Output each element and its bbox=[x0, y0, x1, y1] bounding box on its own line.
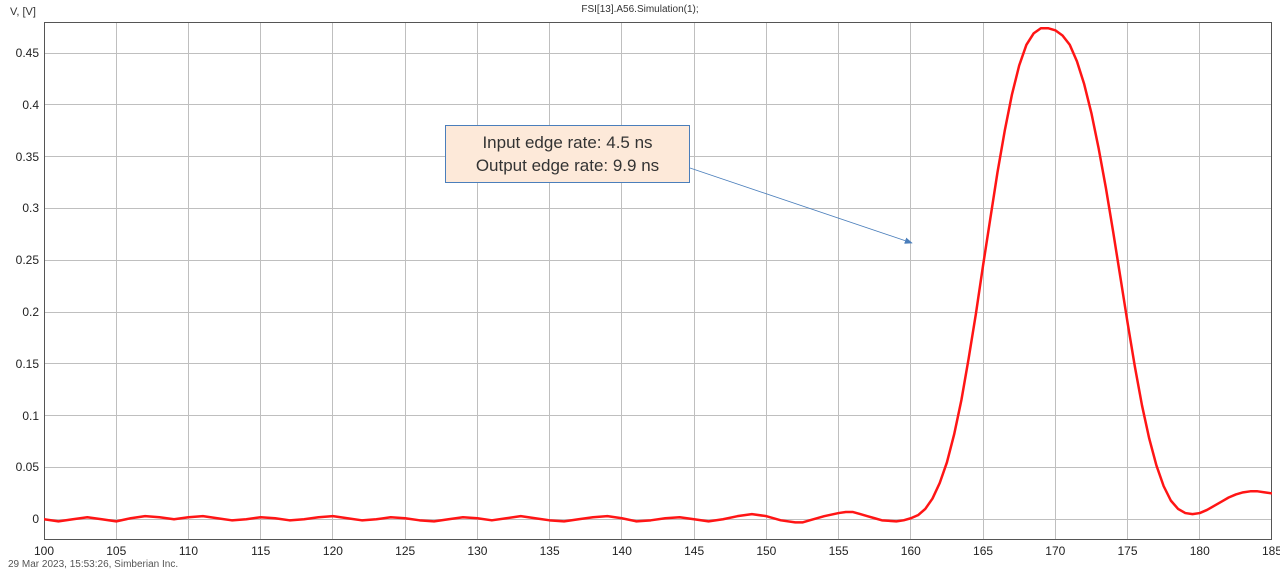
chart-container: FSI[13].A56.Simulation(1); V, [V] 29 Mar… bbox=[0, 0, 1280, 572]
y-axis-title: V, [V] bbox=[10, 6, 36, 18]
y-tick-label: 0 bbox=[32, 512, 44, 526]
x-tick-label: 150 bbox=[756, 540, 776, 558]
x-tick-label: 135 bbox=[540, 540, 560, 558]
x-tick-label: 155 bbox=[829, 540, 849, 558]
y-tick-label: 0.15 bbox=[16, 357, 44, 371]
annotation-box: Input edge rate: 4.5 ns Output edge rate… bbox=[445, 125, 690, 183]
x-tick-label: 100 bbox=[34, 540, 54, 558]
y-tick-label: 0.25 bbox=[16, 253, 44, 267]
y-tick-label: 0.35 bbox=[16, 150, 44, 164]
x-tick-label: 185 bbox=[1262, 540, 1280, 558]
chart-title: FSI[13].A56.Simulation(1); bbox=[0, 4, 1280, 15]
y-tick-label: 0.2 bbox=[22, 305, 44, 319]
x-tick-label: 120 bbox=[323, 540, 343, 558]
line-series bbox=[44, 22, 1272, 540]
plot-area: 1001051101151201251301351401451501551601… bbox=[44, 22, 1272, 540]
x-tick-label: 115 bbox=[251, 540, 270, 558]
x-tick-label: 140 bbox=[612, 540, 632, 558]
x-tick-label: 110 bbox=[179, 540, 198, 558]
x-tick-label: 145 bbox=[684, 540, 704, 558]
x-tick-label: 130 bbox=[467, 540, 487, 558]
x-tick-label: 170 bbox=[1045, 540, 1065, 558]
y-tick-label: 0.3 bbox=[22, 201, 44, 215]
x-tick-label: 160 bbox=[901, 540, 921, 558]
y-tick-label: 0.4 bbox=[22, 98, 44, 112]
x-tick-label: 165 bbox=[973, 540, 993, 558]
y-tick-label: 0.05 bbox=[16, 460, 44, 474]
x-tick-label: 105 bbox=[106, 540, 126, 558]
x-tick-label: 175 bbox=[1118, 540, 1138, 558]
y-tick-label: 0.45 bbox=[16, 46, 44, 60]
footer-text: 29 Mar 2023, 15:53:26, Simberian Inc. bbox=[8, 559, 178, 570]
y-tick-label: 0.1 bbox=[22, 409, 44, 423]
annotation-line2: Output edge rate: 9.9 ns bbox=[460, 155, 675, 178]
x-tick-label: 125 bbox=[395, 540, 415, 558]
annotation-line1: Input edge rate: 4.5 ns bbox=[460, 132, 675, 155]
x-tick-label: 180 bbox=[1190, 540, 1210, 558]
